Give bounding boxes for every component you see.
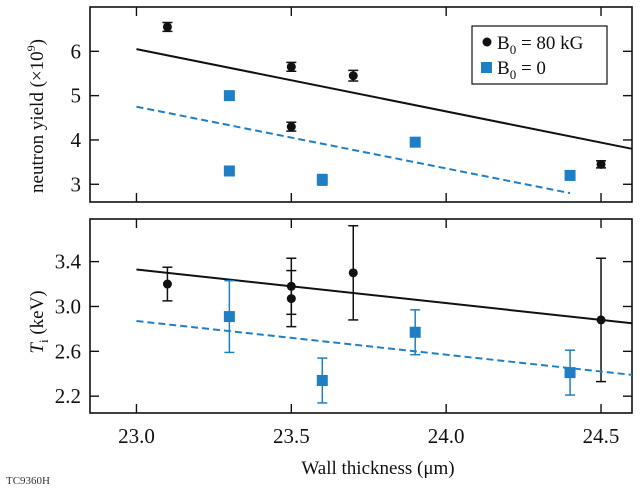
- legend-box: [471, 25, 608, 85]
- bottom-plot-frame: [89, 218, 633, 414]
- bottom-y-tick-label: 2.2: [55, 384, 81, 408]
- x-tick-label: 23.0: [118, 424, 155, 448]
- bottom-y-tick-label: 2.6: [55, 339, 81, 363]
- x-tick-label: 24.0: [428, 424, 465, 448]
- top-y-tick-label: 3: [71, 172, 82, 196]
- top-point-b0: [223, 90, 235, 102]
- bottom-y-axis-label: Ti (keV): [27, 290, 51, 353]
- bottom-y-tick-label: 3.4: [55, 250, 82, 274]
- top-fit-line-b0: [136, 105, 571, 195]
- top-point-b0: [316, 174, 328, 186]
- bottom-fit-line-b0: [136, 320, 633, 376]
- top-fit-line-b80: [136, 48, 633, 150]
- top-point-b0: [564, 169, 576, 181]
- top-point-b0: [409, 136, 421, 148]
- top-point-b80: [162, 22, 172, 32]
- figure-id: TC9360H: [6, 475, 50, 487]
- legend-label-b0: B0 = 0: [497, 58, 546, 82]
- bottom-point-b80: [286, 294, 296, 304]
- top-y-axis-label: neutron yield (×109): [24, 39, 48, 193]
- top-y-tick-label: 5: [71, 84, 82, 108]
- panel-neutron-yield: 3 4 5 6: [71, 6, 633, 203]
- legend-label-b80: B0 = 80 kG: [497, 33, 584, 57]
- top-point-b80: [286, 62, 296, 72]
- legend: B0 = 80 kG B0 = 0: [471, 25, 608, 85]
- bottom-point-b80: [348, 268, 358, 278]
- top-point-b80: [286, 122, 296, 132]
- bottom-fit-line-b80: [136, 268, 633, 325]
- legend-marker-b0: [481, 62, 492, 73]
- legend-marker-b80: [482, 37, 492, 47]
- bottom-point-b80: [596, 315, 606, 325]
- top-plot-frame: [89, 6, 633, 203]
- top-point-b80: [596, 159, 606, 169]
- x-tick-label: 24.5: [583, 424, 620, 448]
- bottom-point-b0: [223, 311, 235, 323]
- bottom-point-b0: [564, 367, 576, 379]
- panel-ion-temperature: 2.2 2.6 3.0 3.4 23.0 23.5 24.0 24.5: [55, 218, 633, 448]
- top-point-b80: [348, 71, 358, 81]
- top-point-b0: [223, 165, 235, 177]
- bottom-point-b80: [162, 279, 172, 289]
- bottom-point-b0: [409, 326, 421, 338]
- x-axis-label: Wall thickness (μm): [301, 458, 454, 479]
- top-y-tick-label: 6: [71, 39, 82, 63]
- bottom-y-tick-label: 3.0: [55, 294, 81, 318]
- top-y-tick-label: 4: [71, 128, 82, 152]
- x-tick-label: 23.5: [273, 424, 310, 448]
- bottom-point-b0: [316, 374, 328, 386]
